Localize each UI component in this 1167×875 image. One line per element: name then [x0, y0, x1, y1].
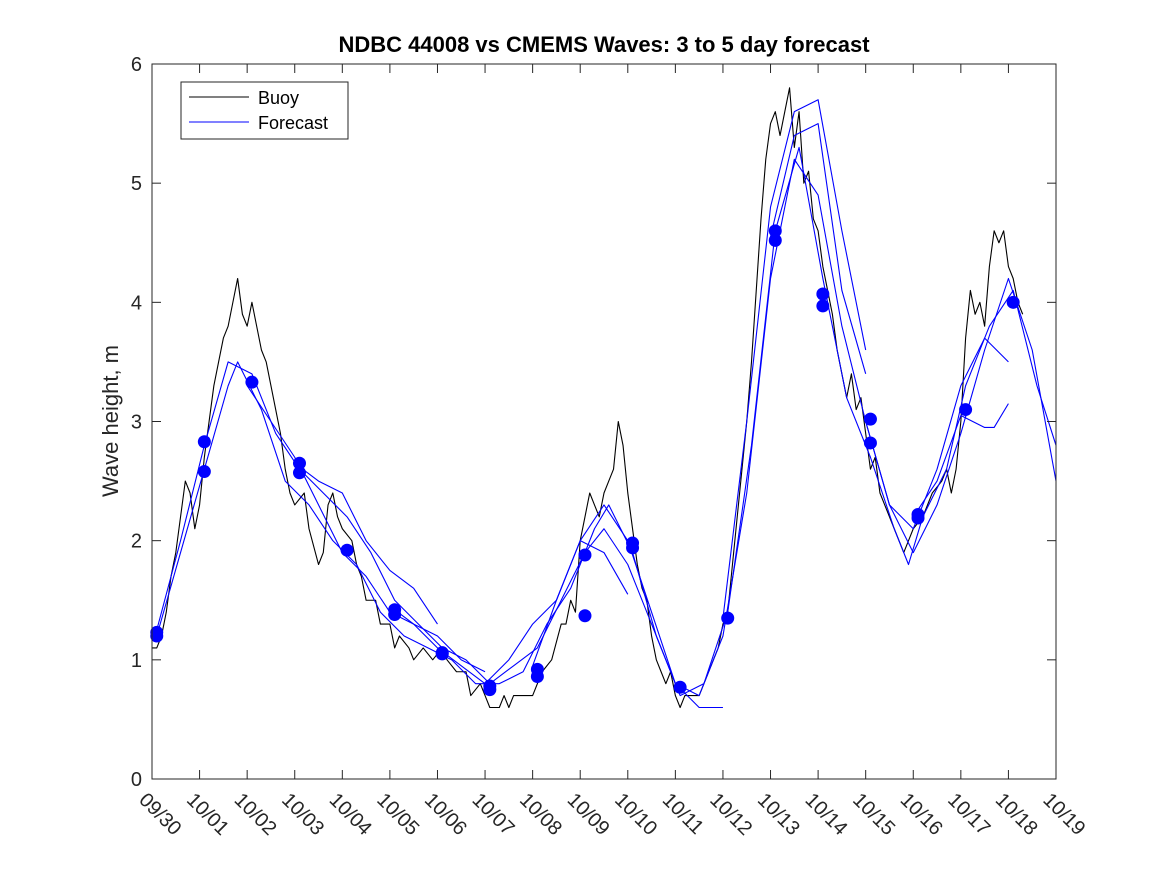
- forecast-point-20: [626, 541, 640, 555]
- legend-box: [180, 81, 349, 140]
- chart-title: NDBC 44008 vs CMEMS Waves: 3 to 5 day fo…: [338, 32, 870, 57]
- legend-forecast-label: Forecast: [258, 113, 328, 133]
- y-tick-label-1: 1: [131, 650, 142, 672]
- forecast-series-line-4: [294, 462, 438, 625]
- forecast-series-line-5: [389, 605, 486, 673]
- forecast-series-line-1: [156, 146, 1057, 697]
- buoy-series-line: [152, 87, 1024, 709]
- forecast-point-31: [959, 403, 973, 417]
- y-tick-label-3: 3: [131, 412, 142, 434]
- forecast-point-4: [197, 435, 211, 449]
- forecast-series-line-8: [769, 123, 867, 374]
- legend: Buoy Forecast: [180, 81, 349, 140]
- forecast-point-8: [340, 543, 354, 557]
- forecast-point-28: [863, 436, 877, 450]
- forecast-point-3: [197, 465, 211, 479]
- forecast-layer: [156, 99, 1057, 709]
- forecast-series-line-2: [156, 158, 1057, 697]
- y-tick-label-2: 2: [131, 531, 142, 553]
- forecast-point-14: [483, 683, 497, 697]
- y-tick-label-6: 6: [131, 54, 142, 76]
- forecast-series-line-7: [722, 99, 867, 619]
- y-axis: 0 1 2 3 4 5 6: [131, 54, 1056, 791]
- forecast-point-5: [245, 375, 259, 389]
- forecast-point-23: [768, 224, 782, 238]
- forecast-point-17: [578, 548, 592, 562]
- forecast-series-line-9: [865, 337, 1009, 530]
- forecast-point-6: [292, 456, 306, 470]
- forecast-point-26: [816, 299, 830, 313]
- forecast-point-7: [292, 466, 306, 480]
- forecast-point-30: [911, 511, 925, 525]
- y-tick-label-5: 5: [131, 173, 142, 195]
- y-tick-label-4: 4: [131, 292, 142, 314]
- forecast-point-2: [150, 625, 164, 639]
- data-layer: [150, 87, 1057, 709]
- plot-area: [152, 64, 1056, 779]
- forecast-point-27: [863, 412, 877, 426]
- forecast-point-22: [721, 611, 735, 625]
- y-tick-label-0: 0: [131, 769, 142, 791]
- y-axis-label: Wave height, m: [98, 345, 123, 497]
- legend-buoy-label: Buoy: [258, 88, 299, 108]
- forecast-point-12: [435, 647, 449, 661]
- forecast-point-21: [673, 680, 687, 694]
- forecast-point-18: [578, 609, 592, 623]
- forecast-points-layer: [150, 224, 1020, 697]
- forecast-series-line-10: [912, 403, 1009, 518]
- forecast-point-25: [816, 287, 830, 301]
- buoy-layer: [152, 87, 1024, 709]
- forecast-point-16: [530, 670, 544, 684]
- forecast-point-24: [768, 233, 782, 247]
- forecast-point-10: [388, 608, 402, 622]
- forecast-point-32: [1006, 295, 1020, 309]
